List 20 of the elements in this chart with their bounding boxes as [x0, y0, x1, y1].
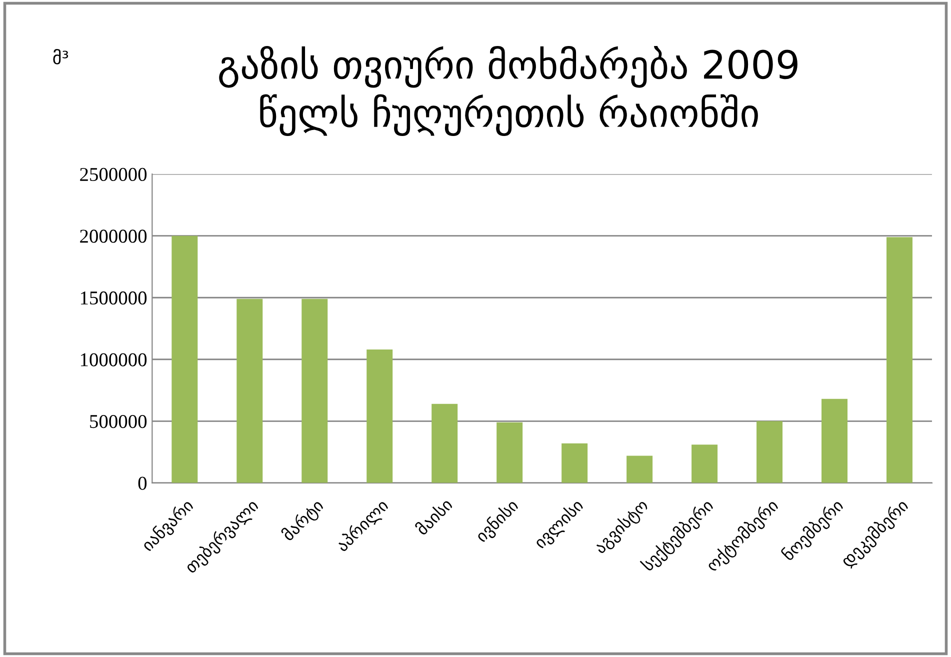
- text: მ³: [53, 48, 68, 64]
- bar: [496, 422, 523, 483]
- bar: [302, 298, 328, 483]
- y-tick-label: 2500000: [80, 168, 147, 182]
- bar: [756, 421, 783, 483]
- bar: [432, 404, 458, 483]
- bar: [366, 350, 393, 483]
- bar: [562, 443, 588, 483]
- y-tick-label: 1000000: [80, 353, 147, 366]
- bar: [626, 456, 653, 483]
- bar: [236, 298, 263, 483]
- y-tick-label: 500000: [90, 414, 147, 428]
- bar: [886, 237, 912, 483]
- y-tick-label: 0: [138, 476, 147, 490]
- bar: [172, 236, 198, 483]
- chart-title: გაზის თვიური მოხმარება 2009 წელს ჩუღურეთის რაიონში: [219, 46, 798, 136]
- bar: [822, 398, 848, 483]
- bar: [692, 444, 718, 483]
- y-tick-label: 2000000: [80, 230, 147, 243]
- y-tick-label: 1500000: [80, 291, 147, 305]
